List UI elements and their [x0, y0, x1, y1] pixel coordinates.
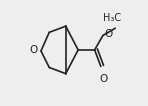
Text: H₃C: H₃C — [103, 13, 121, 23]
Text: O: O — [100, 74, 108, 84]
Text: O: O — [104, 29, 113, 39]
Text: O: O — [29, 45, 37, 55]
